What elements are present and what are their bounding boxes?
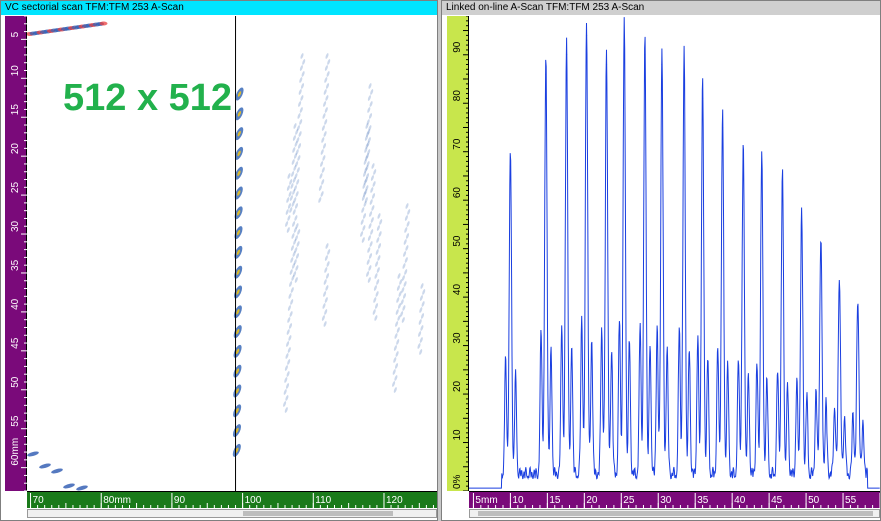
ruler-tick-label: 30 [660, 495, 672, 506]
horizontal-scrollbar[interactable] [27, 509, 437, 518]
scrollbar-thumb[interactable] [243, 511, 393, 516]
ascan-peak [820, 252, 822, 255]
svg-text:30: 30 [10, 220, 21, 232]
ultrasound-axis-ruler[interactable]: 5mm101520253035404550556 [469, 491, 880, 508]
svg-text:30: 30 [452, 332, 463, 344]
svg-text:10: 10 [452, 429, 463, 441]
depth-ruler[interactable]: 5 10 15 20 25 30 35 40 45 50 55 60mm [5, 16, 27, 491]
ascan-signal [469, 17, 880, 489]
sectorial-scan-image[interactable]: 512 x 512 [27, 16, 437, 491]
amplitude-ruler[interactable]: 0% 10 20 30 40 50 60 70 80 90 [447, 16, 469, 491]
ruler-tick-label: 30 [452, 332, 463, 344]
ascan-peak [742, 160, 744, 163]
ruler-tick-label: 15 [549, 495, 561, 506]
sectorial-scan-title: VC sectorial scan TFM:TFM 253 A-Scan [1, 1, 437, 15]
ruler-tick-label: 60 [452, 187, 463, 199]
ruler-tick-label: 10 [512, 495, 524, 506]
ascan-peak [801, 228, 803, 230]
ruler-tick-label: 20 [10, 143, 21, 155]
svg-text:60: 60 [452, 187, 463, 199]
ascan-peak [721, 126, 724, 129]
ascan-view[interactable]: Linked on-line A-Scan TFM:TFM 253 A-Scan… [441, 0, 881, 521]
ruler-tick-label: 55 [845, 495, 857, 506]
svg-text:35: 35 [10, 259, 21, 271]
sectorial-scan-view[interactable]: VC sectorial scan TFM:TFM 253 A-Scan 5 10… [0, 0, 438, 521]
ruler-tick-label: 80mm [103, 495, 131, 506]
ruler-tick-label: 45 [10, 337, 21, 349]
ascan-peak [761, 170, 763, 172]
ruler-tick-label: 60mm [10, 438, 21, 466]
ruler-tick-label: 55 [10, 415, 21, 427]
ascan-peak [545, 73, 547, 75]
svg-text:55: 55 [10, 415, 21, 427]
ascan-peak [623, 39, 625, 41]
ascan-peak [565, 54, 568, 56]
ruler-tick-label: 50 [452, 235, 463, 247]
ruler-tick-label: 110 [315, 495, 331, 506]
ruler-tick-label: 45 [771, 495, 783, 506]
ruler-tick-label: 20 [586, 495, 598, 506]
ruler-tick-label: 20 [452, 380, 463, 392]
ruler-tick-label: 10 [10, 65, 21, 77]
ruler-tick-label: 100 [245, 495, 262, 506]
ascan-peaks [509, 34, 859, 318]
svg-text:20: 20 [10, 143, 21, 155]
ruler-tick-label: 120 [386, 495, 403, 506]
ruler-tick-label: 40 [734, 495, 746, 506]
ruler-tick-label: 90 [452, 41, 463, 53]
ruler-tick-label: 50 [808, 495, 820, 506]
svg-text:40: 40 [10, 298, 21, 310]
svg-text:45: 45 [10, 337, 21, 349]
scan-image-canvas [27, 16, 426, 491]
svg-text:50: 50 [452, 235, 463, 247]
ascan-peak [781, 189, 784, 192]
ruler-tick-label: 15 [10, 104, 21, 116]
ascan-scrollbar-thumb[interactable] [478, 511, 873, 516]
ascan-peak [838, 291, 840, 293]
svg-text:80: 80 [452, 90, 463, 102]
ruler-tick-label: 40 [10, 298, 21, 310]
ruler-tick-label: 0% [452, 474, 463, 489]
ruler-tick-label: 35 [10, 259, 21, 271]
ascan-peak [644, 54, 646, 56]
ascan-peak [585, 34, 588, 36]
ascan-peak [701, 97, 704, 99]
svg-text:50: 50 [10, 376, 21, 388]
ruler-tick-label: 70 [452, 138, 463, 150]
index-ruler[interactable]: 70 80mm 90 100 110 120 [27, 491, 437, 508]
ascan-peak [661, 63, 663, 66]
ascan-peak [683, 68, 685, 70]
ascan-peak [857, 315, 859, 318]
ruler-tick-label: 40 [452, 284, 463, 296]
ruler-tick-label: 30 [10, 220, 21, 232]
ruler-tick-label: 90 [174, 495, 186, 506]
svg-text:10: 10 [10, 65, 21, 77]
svg-text:5: 5 [10, 31, 21, 37]
resolution-label: 512 x 512 [63, 77, 233, 119]
ruler-tick-label: 5mm [475, 495, 497, 506]
svg-text:20: 20 [452, 380, 463, 392]
ruler-tick-label: 70 [33, 495, 45, 506]
ascan-plot[interactable] [469, 16, 880, 491]
ascan-peak [605, 63, 608, 66]
svg-text:40: 40 [452, 284, 463, 296]
ascan-signal-canvas [469, 17, 880, 489]
ruler-tick-label: 50 [10, 376, 21, 388]
ascan-title: Linked on-line A-Scan TFM:TFM 253 A-Scan [442, 1, 880, 15]
ruler-tick-label: 25 [623, 495, 635, 506]
ascan-horizontal-scrollbar[interactable] [469, 509, 880, 518]
svg-text:60mm: 60mm [10, 438, 21, 466]
svg-text:15: 15 [10, 104, 21, 116]
ruler-tick-label: 35 [697, 495, 709, 506]
svg-text:70: 70 [452, 138, 463, 150]
ruler-tick-label: 25 [10, 182, 21, 194]
ascan-peak [509, 165, 511, 167]
svg-text:25: 25 [10, 182, 21, 194]
svg-text:0%: 0% [452, 474, 463, 489]
ruler-tick-label: 5 [10, 31, 21, 37]
svg-text:90: 90 [452, 41, 463, 53]
ruler-tick-label: 80 [452, 90, 463, 102]
ruler-tick-label: 10 [452, 429, 463, 441]
